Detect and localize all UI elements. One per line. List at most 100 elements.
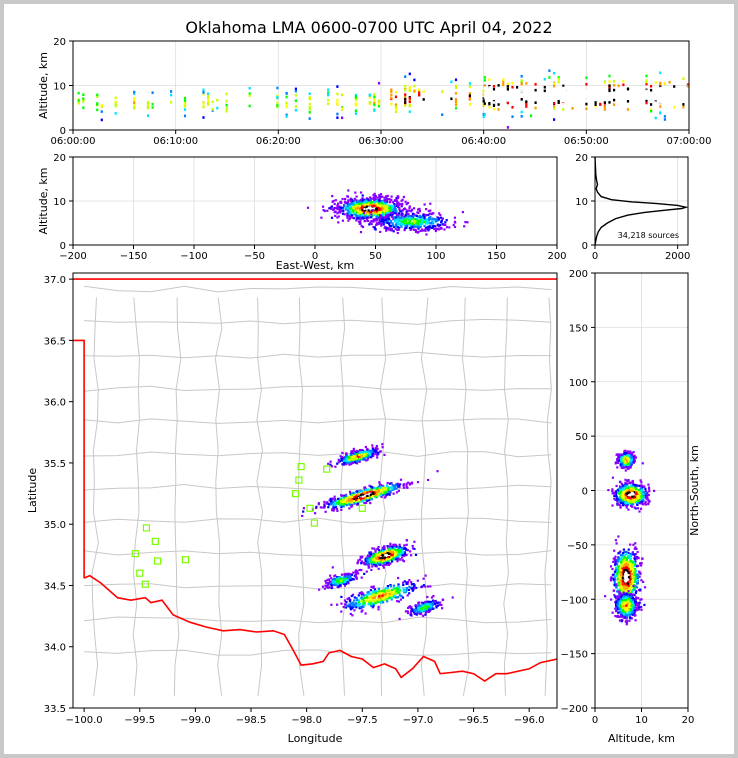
source-cell	[389, 229, 392, 232]
source-cell	[626, 108, 630, 111]
source-cell	[399, 483, 402, 486]
source-cell	[378, 483, 381, 486]
source-cell	[183, 108, 187, 111]
source-cell	[170, 90, 173, 93]
source-cell	[520, 86, 523, 89]
source-cell	[402, 216, 405, 219]
source-cell	[202, 105, 205, 109]
source-cell	[335, 507, 339, 510]
source-cell	[384, 592, 387, 595]
source-cell	[365, 211, 368, 214]
source-cell	[390, 198, 393, 201]
source-cell	[506, 88, 509, 91]
source-cell	[359, 489, 362, 492]
source-cell	[659, 94, 662, 97]
source-cell	[381, 597, 384, 600]
source-cell	[386, 561, 389, 565]
source-cell	[599, 99, 602, 102]
source-cell	[377, 551, 380, 555]
source-cell	[434, 599, 437, 603]
source-cell	[414, 612, 417, 615]
source-cell	[363, 596, 366, 599]
source-cell	[622, 501, 625, 504]
source-cell	[375, 557, 378, 560]
source-cell	[361, 199, 364, 202]
source-cell	[411, 589, 414, 592]
source-cell	[77, 102, 80, 105]
source-cell	[336, 576, 339, 579]
source-cell	[654, 89, 657, 92]
source-cell	[359, 451, 362, 454]
source-cell	[344, 206, 347, 209]
source-cell	[348, 205, 351, 208]
source-cell	[386, 595, 390, 598]
source-cell	[365, 488, 368, 492]
source-cell	[133, 105, 136, 109]
source-cell	[377, 567, 380, 570]
source-cell	[339, 579, 342, 582]
source-cell	[436, 219, 439, 222]
county-line	[84, 285, 552, 293]
source-cell	[334, 574, 337, 577]
source-cell	[384, 206, 387, 209]
source-cell	[373, 95, 376, 99]
source-cell	[333, 504, 336, 507]
source-cell	[421, 217, 424, 220]
source-cell	[378, 195, 381, 198]
x-tick-label: 06:40:00	[461, 136, 506, 147]
source-cell	[369, 589, 372, 592]
x-tick-label: −50	[244, 251, 265, 262]
source-cell	[553, 71, 556, 75]
source-cell	[623, 494, 626, 497]
source-cell	[650, 108, 653, 112]
source-cell	[133, 107, 136, 110]
source-cell	[414, 230, 418, 233]
source-cell	[378, 481, 381, 484]
source-cell	[396, 482, 399, 485]
source-cell	[395, 216, 398, 219]
source-cell	[430, 606, 433, 609]
source-cell	[391, 212, 395, 215]
source-cell	[355, 199, 358, 202]
source-cell	[417, 611, 420, 614]
source-cell	[82, 97, 85, 100]
source-cell	[395, 556, 398, 559]
source-cell	[668, 80, 671, 84]
source-cell	[202, 88, 205, 92]
source-cell	[397, 197, 400, 200]
source-cell	[405, 220, 408, 223]
source-cell	[379, 563, 382, 566]
source-cell	[388, 592, 391, 596]
y-tick-label: 100	[569, 378, 588, 389]
source-cell	[430, 222, 433, 225]
source-cell	[363, 488, 366, 491]
source-cell	[404, 75, 407, 78]
source-cell	[397, 226, 400, 229]
source-cell	[404, 589, 407, 593]
source-cell	[350, 198, 353, 201]
source-cell	[376, 447, 379, 450]
source-cell	[349, 575, 352, 579]
source-cell	[285, 92, 288, 95]
source-cell	[393, 203, 396, 206]
source-cell	[349, 492, 352, 495]
source-cell	[336, 98, 339, 102]
source-cell	[364, 212, 367, 215]
source-cell	[417, 601, 421, 604]
county-line	[84, 616, 552, 624]
source-cell	[374, 206, 377, 209]
source-cell	[385, 207, 388, 211]
source-cell	[216, 106, 219, 110]
source-cell	[336, 216, 339, 219]
source-cell	[645, 497, 648, 500]
source-cell	[377, 489, 380, 492]
source-cell	[403, 229, 406, 232]
source-cell	[392, 492, 395, 495]
source-cell	[360, 497, 363, 500]
source-cell	[566, 99, 569, 102]
source-cell	[378, 592, 381, 595]
source-cell	[520, 82, 523, 86]
source-cell	[379, 230, 382, 233]
source-cell	[438, 603, 441, 606]
source-cell	[363, 450, 366, 453]
